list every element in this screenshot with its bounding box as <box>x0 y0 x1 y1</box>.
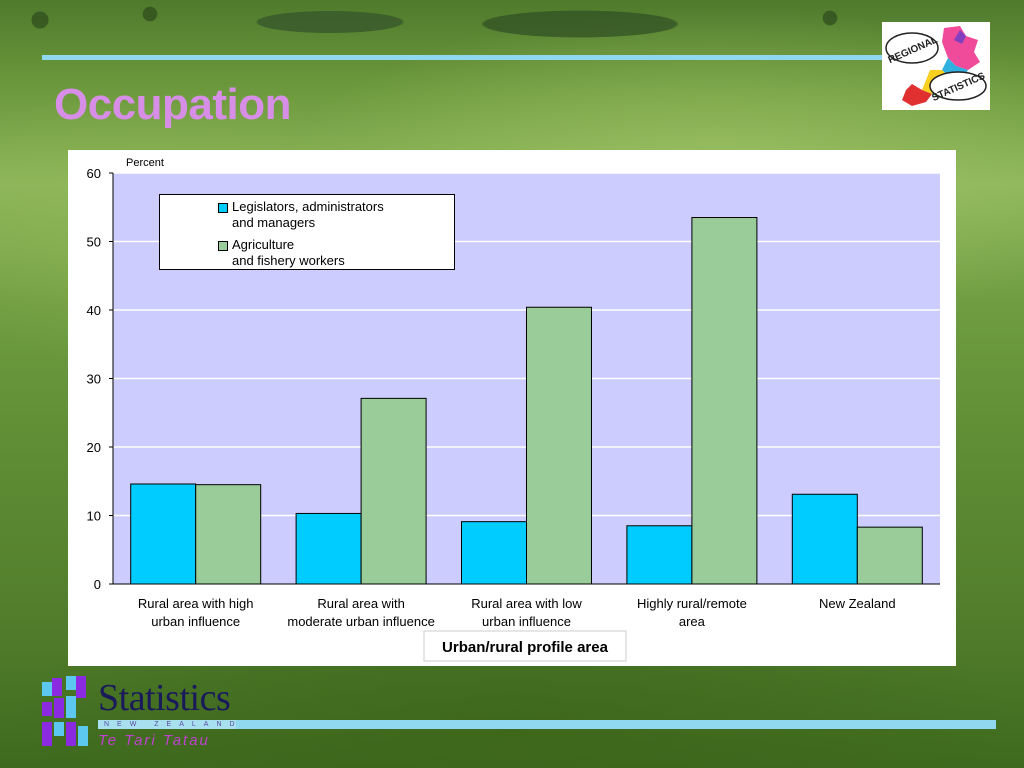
bar-chart: 0 10 20 30 40 50 60 Percent Rural area with high… <box>87 157 940 662</box>
x-tick-label: Highly rural/remote <box>637 596 747 611</box>
y-tick-label: 50 <box>87 235 101 250</box>
bar-series-2 <box>360 397 427 585</box>
y-tick-label: 60 <box>87 166 101 181</box>
x-tick-label: Rural area with low <box>471 596 582 611</box>
bar-series-2 <box>856 526 923 585</box>
x-tick-label: area <box>679 614 706 629</box>
x-tick-label: moderate urban influence <box>287 614 434 629</box>
bar-series-1 <box>791 493 858 585</box>
bar-series-1 <box>130 483 197 585</box>
y-axis-label: Percent <box>126 157 164 169</box>
x-tick-label: Rural area with <box>317 596 404 611</box>
x-tick-label: New Zealand <box>819 596 896 611</box>
regional-statistics-logo: REGIONAL STATISTICS <box>882 22 990 110</box>
top-divider <box>42 55 892 60</box>
bar-series-2 <box>691 217 758 585</box>
chart-legend: Legislators, administrators and managers… <box>159 194 455 270</box>
regional-statistics-logo-graphic: REGIONAL STATISTICS <box>885 26 987 106</box>
slide-title: Occupation <box>54 80 292 129</box>
bar-series-1 <box>295 512 362 585</box>
y-tick-label: 20 <box>87 440 101 455</box>
statistics-nz-logo-mark <box>42 676 88 746</box>
bottom-divider <box>236 720 996 729</box>
bar-series-1 <box>461 521 527 585</box>
chart-panel: 0 10 20 30 40 50 60 Percent Rural area with high… <box>68 150 956 666</box>
bar-series-1 <box>626 525 693 585</box>
x-axis-label: Urban/rural profile area <box>442 639 609 656</box>
bar-series-2 <box>526 306 592 585</box>
legend-label-series-1: Legislators, administrators and managers <box>232 199 384 230</box>
statistics-country: NEW ZEALAND <box>98 720 236 729</box>
statistics-maori-name: Te Tari Tatau <box>98 732 210 749</box>
bar-series-2 <box>195 484 262 585</box>
legend-label-series-2: Agriculture and fishery workers <box>232 237 345 268</box>
y-tick-label: 40 <box>87 303 101 318</box>
background-trees <box>0 0 1024 60</box>
x-axis-title-box <box>423 630 627 662</box>
y-tick-label: 10 <box>87 509 101 524</box>
x-tick-label: Rural area with high <box>138 596 254 611</box>
y-tick-label: 0 <box>94 577 101 592</box>
legend-swatch-series-1 <box>218 203 228 213</box>
x-tick-label: urban influence <box>482 614 571 629</box>
x-tick-label: urban influence <box>151 614 240 629</box>
y-tick-label: 30 <box>87 372 101 387</box>
statistics-wordmark: Statistics <box>98 677 231 719</box>
legend-swatch-series-2 <box>218 241 228 251</box>
statistics-nz-logo: Statistics NEW ZEALAND Te Tari Tatau <box>40 676 250 756</box>
